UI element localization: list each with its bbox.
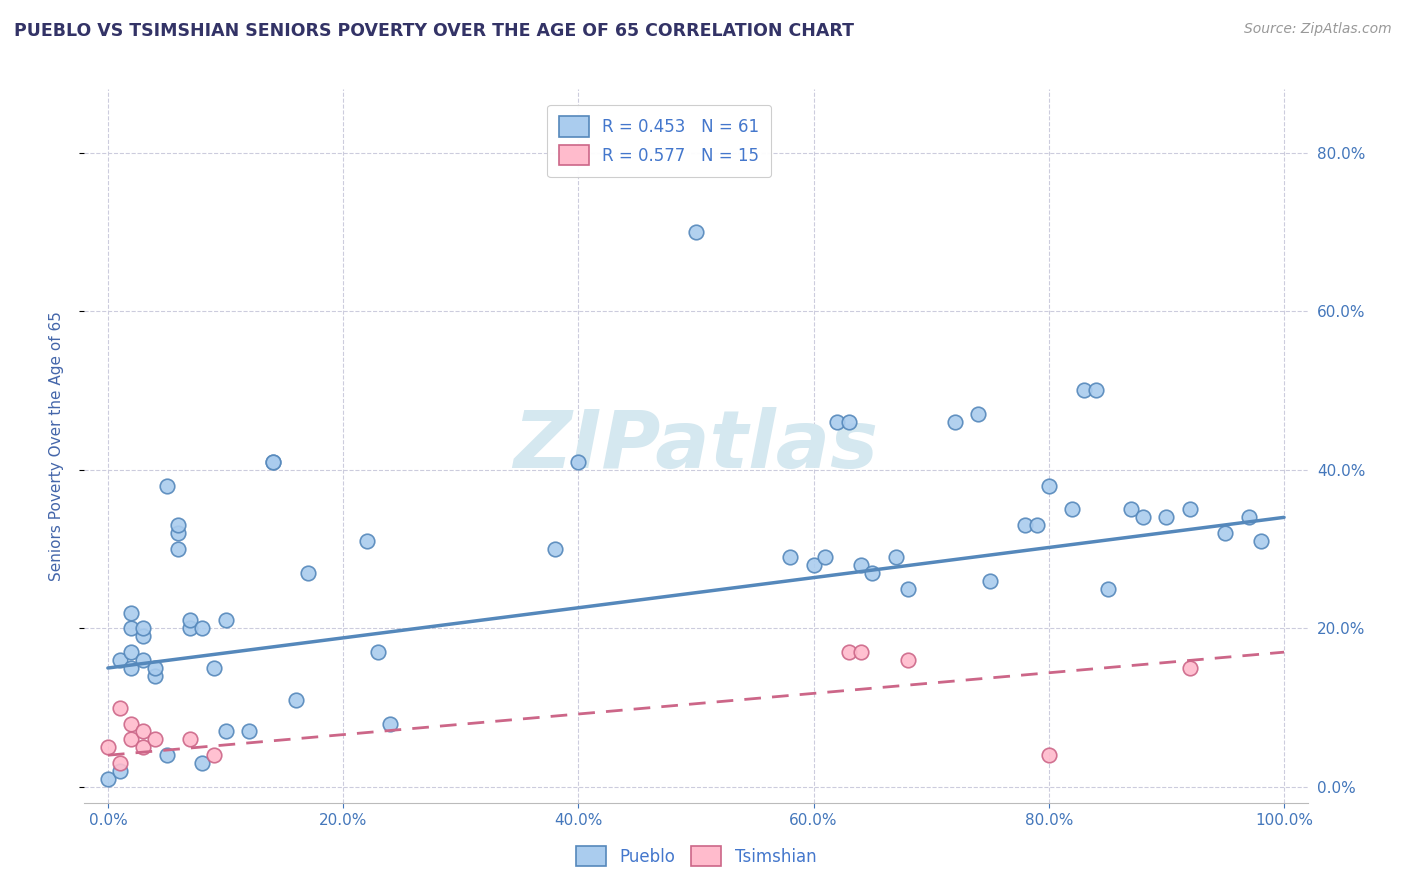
Point bbox=[1073, 384, 1095, 398]
Point bbox=[1121, 502, 1143, 516]
Point bbox=[849, 645, 872, 659]
Point bbox=[1084, 384, 1107, 398]
Point bbox=[108, 764, 131, 778]
Point bbox=[1156, 510, 1178, 524]
Point bbox=[825, 415, 848, 429]
Point bbox=[803, 558, 825, 572]
Point bbox=[143, 661, 166, 675]
Point bbox=[179, 732, 201, 747]
Point bbox=[544, 542, 567, 557]
Point bbox=[897, 653, 920, 667]
Point bbox=[191, 621, 214, 635]
Point bbox=[97, 740, 120, 755]
Point bbox=[567, 455, 589, 469]
Point bbox=[979, 574, 1001, 588]
Point bbox=[1213, 526, 1236, 541]
Point bbox=[97, 772, 120, 786]
Point bbox=[238, 724, 260, 739]
Point bbox=[120, 621, 142, 635]
Point bbox=[849, 558, 872, 572]
Point bbox=[884, 549, 907, 564]
Point bbox=[367, 645, 389, 659]
Point bbox=[108, 756, 131, 771]
Point bbox=[1026, 518, 1049, 533]
Point bbox=[132, 724, 155, 739]
Point bbox=[214, 724, 236, 739]
Point bbox=[179, 621, 201, 635]
Point bbox=[132, 653, 155, 667]
Legend: Pueblo, Tsimshian: Pueblo, Tsimshian bbox=[569, 839, 823, 873]
Text: PUEBLO VS TSIMSHIAN SENIORS POVERTY OVER THE AGE OF 65 CORRELATION CHART: PUEBLO VS TSIMSHIAN SENIORS POVERTY OVER… bbox=[14, 22, 853, 40]
Point bbox=[838, 415, 860, 429]
Point bbox=[167, 542, 190, 557]
Y-axis label: Seniors Poverty Over the Age of 65: Seniors Poverty Over the Age of 65 bbox=[49, 311, 63, 581]
Point bbox=[814, 549, 837, 564]
Point bbox=[860, 566, 883, 580]
Point bbox=[1132, 510, 1154, 524]
Point bbox=[120, 661, 142, 675]
Point bbox=[1237, 510, 1260, 524]
Point bbox=[108, 653, 131, 667]
Point bbox=[380, 716, 402, 731]
Point bbox=[191, 756, 214, 771]
Point bbox=[156, 748, 179, 763]
Point bbox=[179, 614, 201, 628]
Point bbox=[132, 740, 155, 755]
Point bbox=[1178, 661, 1201, 675]
Point bbox=[297, 566, 319, 580]
Point bbox=[167, 526, 190, 541]
Point bbox=[108, 700, 131, 714]
Point bbox=[1014, 518, 1036, 533]
Point bbox=[838, 645, 860, 659]
Text: Source: ZipAtlas.com: Source: ZipAtlas.com bbox=[1244, 22, 1392, 37]
Point bbox=[1097, 582, 1119, 596]
Point bbox=[214, 614, 236, 628]
Point bbox=[202, 748, 225, 763]
Point bbox=[897, 582, 920, 596]
Point bbox=[285, 692, 308, 706]
Point bbox=[156, 478, 179, 492]
Point bbox=[120, 732, 142, 747]
Point bbox=[1062, 502, 1084, 516]
Point bbox=[943, 415, 966, 429]
Point bbox=[167, 518, 190, 533]
Point bbox=[262, 455, 284, 469]
Point bbox=[143, 669, 166, 683]
Point bbox=[120, 606, 142, 620]
Point bbox=[685, 225, 707, 239]
Point bbox=[967, 407, 990, 421]
Point bbox=[202, 661, 225, 675]
Point bbox=[262, 455, 284, 469]
Point bbox=[779, 549, 801, 564]
Point bbox=[1038, 478, 1060, 492]
Text: ZIPatlas: ZIPatlas bbox=[513, 407, 879, 485]
Point bbox=[1038, 748, 1060, 763]
Point bbox=[120, 645, 142, 659]
Point bbox=[356, 534, 378, 549]
Point bbox=[1178, 502, 1201, 516]
Point bbox=[132, 621, 155, 635]
Point bbox=[1250, 534, 1272, 549]
Point bbox=[132, 629, 155, 643]
Point bbox=[143, 732, 166, 747]
Point bbox=[120, 716, 142, 731]
